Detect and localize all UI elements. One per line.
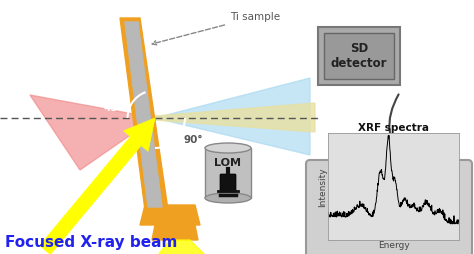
- Polygon shape: [120, 18, 168, 210]
- Polygon shape: [140, 205, 200, 225]
- Text: 90°: 90°: [183, 135, 203, 145]
- Polygon shape: [40, 118, 155, 254]
- Ellipse shape: [205, 143, 251, 153]
- Text: Focused X-ray beam: Focused X-ray beam: [5, 235, 177, 250]
- FancyBboxPatch shape: [318, 27, 400, 85]
- Y-axis label: Intensity: Intensity: [318, 167, 327, 207]
- Polygon shape: [155, 78, 310, 155]
- Ellipse shape: [205, 193, 251, 203]
- Polygon shape: [158, 240, 205, 254]
- FancyBboxPatch shape: [220, 174, 236, 192]
- FancyBboxPatch shape: [306, 160, 472, 254]
- Polygon shape: [30, 95, 155, 170]
- Polygon shape: [205, 148, 251, 198]
- X-axis label: Energy: Energy: [378, 241, 410, 250]
- Title: XRF spectra: XRF spectra: [358, 123, 429, 133]
- Text: SD
detector: SD detector: [331, 42, 387, 70]
- Text: LOM: LOM: [215, 158, 241, 168]
- Polygon shape: [152, 225, 198, 240]
- Polygon shape: [125, 22, 162, 207]
- Text: Ti sample: Ti sample: [152, 12, 280, 45]
- Text: 45°: 45°: [103, 103, 123, 113]
- FancyBboxPatch shape: [324, 33, 394, 79]
- Polygon shape: [155, 103, 315, 132]
